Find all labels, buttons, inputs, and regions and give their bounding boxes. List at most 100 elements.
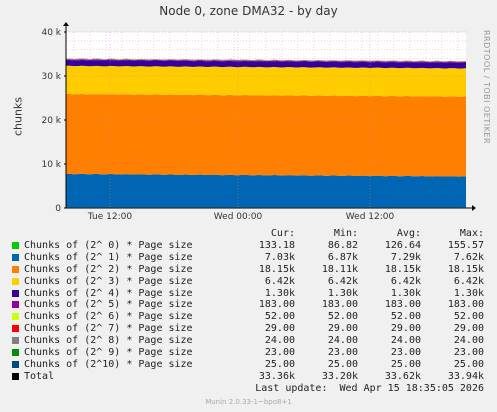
legend-value-avg: 52.00 <box>390 311 421 323</box>
y-tick-label: 0 <box>55 204 61 214</box>
area-series-2 <box>66 93 466 177</box>
y-axis-arrow <box>63 22 69 26</box>
rrdtool-side-label: RRDTOOL / TOBI OETIKER <box>482 30 491 145</box>
legend-value-avg: 25.00 <box>390 358 421 370</box>
legend-swatch <box>12 253 19 261</box>
legend-value-max: 29.00 <box>453 323 484 335</box>
legend-swatch <box>12 325 19 333</box>
legend-value-cur: 52.00 <box>264 311 295 323</box>
legend-value-max: 18.15k <box>447 263 484 275</box>
legend-value-min: 52.00 <box>327 311 358 323</box>
legend-value-cur: 133.18 <box>258 239 295 251</box>
legend-value-max: 24.00 <box>453 335 484 347</box>
legend-row: Chunks of (2^ 6) * Page size 52.00 52.00 52… <box>12 311 484 323</box>
legend-value-min: 6.42k <box>327 275 358 287</box>
legend-value-max: 1.30k <box>453 287 484 299</box>
y-tick-label: 40 k <box>41 28 61 38</box>
legend-value-cur: 24.00 <box>264 335 295 347</box>
legend-value-cur: 6.42k <box>264 275 295 287</box>
legend-row: Chunks of (2^ 4) * Page size 1.30k 1.30k 1.… <box>12 288 484 300</box>
legend-table: Cur: Min: Avg: Max: Chunks of (2^ 0) * P… <box>12 228 484 383</box>
y-tick-label: 20 k <box>41 116 61 126</box>
area-series-5 <box>66 59 466 63</box>
legend-value-avg: 126.64 <box>384 239 421 251</box>
legend-header-avg: Avg: <box>396 228 421 239</box>
legend-series-name: Chunks of (2^10) * Page size <box>24 358 193 370</box>
x-tick-label: Wed 12:00 <box>346 212 395 222</box>
legend-row: Chunks of (2^10) * Page size 25.00 25.00 25… <box>12 359 484 371</box>
legend-swatch <box>12 301 19 309</box>
legend-swatch <box>12 277 19 285</box>
legend-swatch <box>12 313 19 321</box>
legend-value-avg: 18.15k <box>384 263 421 275</box>
legend-swatch <box>12 337 19 345</box>
legend-value-avg: 29.00 <box>390 323 421 335</box>
legend-value-max: 23.00 <box>453 347 484 359</box>
legend-value-min: 23.00 <box>327 347 358 359</box>
legend-value-cur: 25.00 <box>264 358 295 370</box>
munin-footer: Munin 2.0.33-1~bpo8+1 <box>205 398 292 406</box>
legend-row: Chunks of (2^ 0) * Page size 133.18 86.82 1… <box>12 240 484 252</box>
legend-swatch <box>12 349 19 357</box>
legend-value-avg: 33.62k <box>384 370 421 382</box>
legend-value-min: 86.82 <box>327 239 358 251</box>
legend-value-min: 24.00 <box>327 335 358 347</box>
legend-row: Chunks of (2^ 3) * Page size 6.42k 6.42k 6.… <box>12 276 484 288</box>
legend-series-name: Total <box>24 370 55 382</box>
legend-series-name: Chunks of (2^ 2) * Page size <box>24 263 193 275</box>
legend-value-cur: 18.15k <box>258 263 295 275</box>
legend-header-row: Cur: Min: Avg: Max: <box>12 228 484 240</box>
plot-area: 0 10 k 20 k 30 k 40 k Tue 12:00 Wed 00:00 Wed 1… <box>41 22 476 222</box>
legend-value-min: 25.00 <box>327 358 358 370</box>
legend-header-max: Max: <box>459 228 484 239</box>
area-series-1 <box>66 173 466 208</box>
legend-value-cur: 23.00 <box>264 347 295 359</box>
legend-row: Chunks of (2^ 7) * Page size 29.00 29.00 29… <box>12 323 484 335</box>
legend-series-name: Chunks of (2^ 7) * Page size <box>24 323 193 335</box>
x-axis-arrow <box>472 205 476 211</box>
legend-value-avg: 1.30k <box>390 287 421 299</box>
x-tick-label: Wed 00:00 <box>214 212 263 222</box>
legend-value-max: 155.57 <box>447 239 484 251</box>
legend-value-max: 25.00 <box>453 358 484 370</box>
legend-swatch <box>12 360 19 368</box>
legend-value-avg: 24.00 <box>390 335 421 347</box>
x-tick-label: Tue 12:00 <box>87 212 132 222</box>
legend-row: Chunks of (2^ 2) * Page size 18.15k 18.11k… <box>12 264 484 276</box>
legend-value-avg: 23.00 <box>390 347 421 359</box>
legend-swatch <box>12 372 19 380</box>
legend-row-total: Total 33.36k 33.20k 33.62k 33.94k <box>12 371 484 383</box>
legend-series-name: Chunks of (2^ 8) * Page size <box>24 335 193 347</box>
legend-value-cur: 29.00 <box>264 323 295 335</box>
legend-series-name: Chunks of (2^ 0) * Page size <box>24 239 193 251</box>
legend-value-min: 18.11k <box>321 263 358 275</box>
legend-value-cur: 183.00 <box>258 299 295 311</box>
legend-value-cur: 7.03k <box>264 251 295 263</box>
legend-row: Chunks of (2^ 1) * Page size 7.03k 6.87k 7.… <box>12 252 484 264</box>
legend-value-avg: 183.00 <box>384 299 421 311</box>
y-tick-label: 30 k <box>41 72 61 82</box>
legend-series-name: Chunks of (2^ 9) * Page size <box>24 347 193 359</box>
legend-header-cur: Cur: <box>270 228 295 239</box>
legend-swatch <box>12 289 19 297</box>
legend-value-cur: 1.30k <box>264 287 295 299</box>
legend-value-avg: 6.42k <box>390 275 421 287</box>
legend-swatch <box>12 241 19 249</box>
y-tick-label: 10 k <box>41 160 61 170</box>
legend-swatch <box>12 265 19 273</box>
legend-series-name: Chunks of (2^ 4) * Page size <box>24 287 193 299</box>
legend-row: Chunks of (2^ 9) * Page size 23.00 23.00 23… <box>12 347 484 359</box>
legend-value-min: 1.30k <box>327 287 358 299</box>
chart-title: Node 0, zone DMA32 - by day <box>159 4 338 18</box>
legend-value-cur: 33.36k <box>258 370 295 382</box>
legend-header-min: Min: <box>333 228 358 239</box>
legend-value-min: 33.20k <box>321 370 358 382</box>
legend-series-name: Chunks of (2^ 3) * Page size <box>24 275 193 287</box>
last-update: Last update: Wed Apr 15 18:35:05 2026 <box>255 383 484 394</box>
legend-value-max: 183.00 <box>447 299 484 311</box>
legend-value-min: 183.00 <box>321 299 358 311</box>
legend-value-max: 33.94k <box>447 370 484 382</box>
legend-value-max: 6.42k <box>453 275 484 287</box>
legend-row: Chunks of (2^ 8) * Page size 24.00 24.00 24… <box>12 335 484 347</box>
